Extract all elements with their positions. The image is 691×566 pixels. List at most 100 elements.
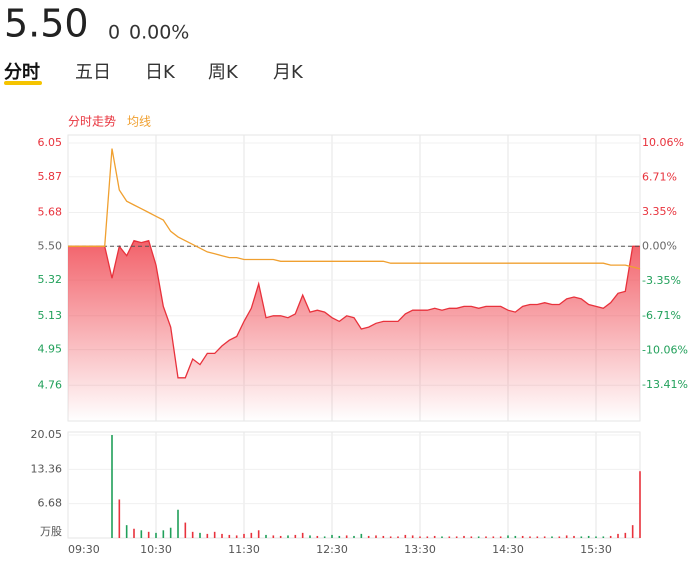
x-tick-label: 15:30 xyxy=(580,543,612,556)
volume-bar xyxy=(301,532,304,538)
volume-bar xyxy=(448,536,451,538)
tab[interactable]: 月K xyxy=(273,62,304,83)
y2-tick-label: -6.71% xyxy=(642,309,681,322)
volume-bar xyxy=(228,534,231,538)
line xyxy=(68,239,640,379)
volume-bar xyxy=(441,536,443,538)
x-tick-label: 14:30 xyxy=(492,543,524,556)
volume-bar xyxy=(191,531,194,538)
y-tick-label: 20.05 xyxy=(31,428,63,441)
volume-bar xyxy=(125,525,128,538)
y2-tick-label: -13.41% xyxy=(642,378,688,391)
volume-bar xyxy=(639,471,641,538)
volume-bar xyxy=(235,535,238,538)
volume-bar xyxy=(382,535,385,538)
y2-tick-label: 6.71% xyxy=(642,171,677,184)
area xyxy=(68,240,640,421)
y2-tick-label: 3.35% xyxy=(642,205,677,218)
x-tick-label: 12:30 xyxy=(316,543,348,556)
volume-bar xyxy=(184,522,187,538)
change: 0 xyxy=(108,22,120,44)
volume-bar xyxy=(602,536,605,538)
y-tick-label: 5.32 xyxy=(38,273,63,286)
legend-label: 均线 xyxy=(127,115,151,129)
tab[interactable]: 日K xyxy=(145,62,176,83)
change-pct: 0.00% xyxy=(129,22,189,44)
volume-bar xyxy=(213,531,216,538)
volume-bar xyxy=(345,535,348,538)
y2-tick-label: 10.06% xyxy=(642,136,684,149)
volume-bar xyxy=(338,535,341,538)
volume-bar xyxy=(419,536,421,538)
volume-bar xyxy=(177,509,179,538)
volume-bar xyxy=(463,535,465,538)
y-tick-label: 13.36 xyxy=(31,462,63,475)
volume-bar xyxy=(433,535,436,538)
volume-bar xyxy=(529,536,531,538)
volume-bar xyxy=(389,536,392,538)
volume-bar xyxy=(558,536,561,538)
volume-bar xyxy=(617,533,619,538)
volume-bar xyxy=(272,535,275,538)
volume-bar xyxy=(375,535,377,538)
volume-bar xyxy=(587,535,590,538)
volume-bar xyxy=(111,435,113,538)
volume-bar xyxy=(499,536,502,538)
y2-tick-label: -10.06% xyxy=(642,343,688,356)
legend-label: 分时走势 xyxy=(68,115,116,129)
volume-bar xyxy=(521,535,524,538)
y-tick-label: 4.76 xyxy=(38,378,63,391)
volume-bar xyxy=(624,532,627,538)
y-tick-label: 万股 xyxy=(40,525,62,538)
volume-bar xyxy=(140,530,143,538)
volume-bar xyxy=(595,536,597,538)
volume-bar xyxy=(250,532,253,538)
volume-bar xyxy=(243,533,245,538)
y-tick-label: 6.68 xyxy=(38,497,63,510)
volume-bar xyxy=(536,536,539,538)
volume-bar xyxy=(631,525,634,538)
tab[interactable]: 分时 xyxy=(4,62,40,83)
volume-bar xyxy=(565,535,568,538)
y-tick-label: 6.05 xyxy=(38,136,63,149)
volume-bar xyxy=(543,536,546,538)
volume-bar xyxy=(257,530,260,538)
y-tick-label: 5.68 xyxy=(38,206,63,219)
volume-bar xyxy=(162,530,165,538)
volume-bar xyxy=(507,535,509,538)
volume-bar xyxy=(455,536,458,538)
volume-panel xyxy=(67,431,641,539)
x-tick-label: 10:30 xyxy=(140,543,172,556)
y-tick-label: 5.13 xyxy=(38,309,63,322)
y2-tick-label: -3.35% xyxy=(642,274,681,287)
volume-bar xyxy=(353,535,355,538)
volume-bar xyxy=(573,535,575,538)
volume-bar xyxy=(609,535,612,538)
volume-bar xyxy=(169,527,172,538)
volume-bar xyxy=(287,535,289,538)
volume-bar xyxy=(147,531,150,538)
y-tick-label: 5.50 xyxy=(38,239,63,252)
volume-bar xyxy=(265,534,267,538)
volume-bar xyxy=(206,533,209,538)
tab[interactable]: 周K xyxy=(208,62,239,83)
tab-underline xyxy=(4,81,42,85)
y2-tick-label: 0.00% xyxy=(642,240,677,253)
volume-bar xyxy=(426,536,429,538)
volume-bar xyxy=(551,536,553,538)
volume-bar xyxy=(580,536,583,538)
volume-bar xyxy=(470,536,473,538)
volume-bar xyxy=(309,535,311,538)
volume-bar xyxy=(221,533,223,538)
volume-bar xyxy=(411,535,414,538)
volume-bar xyxy=(514,535,517,538)
x-tick-label: 09:30 xyxy=(68,543,100,556)
volume-bar xyxy=(485,536,487,538)
volume-bar xyxy=(199,532,201,538)
tab[interactable]: 五日 xyxy=(75,62,111,83)
line xyxy=(68,148,641,270)
volume-bar xyxy=(492,536,495,538)
volume-bar xyxy=(294,534,297,538)
x-tick-label: 11:30 xyxy=(228,543,260,556)
